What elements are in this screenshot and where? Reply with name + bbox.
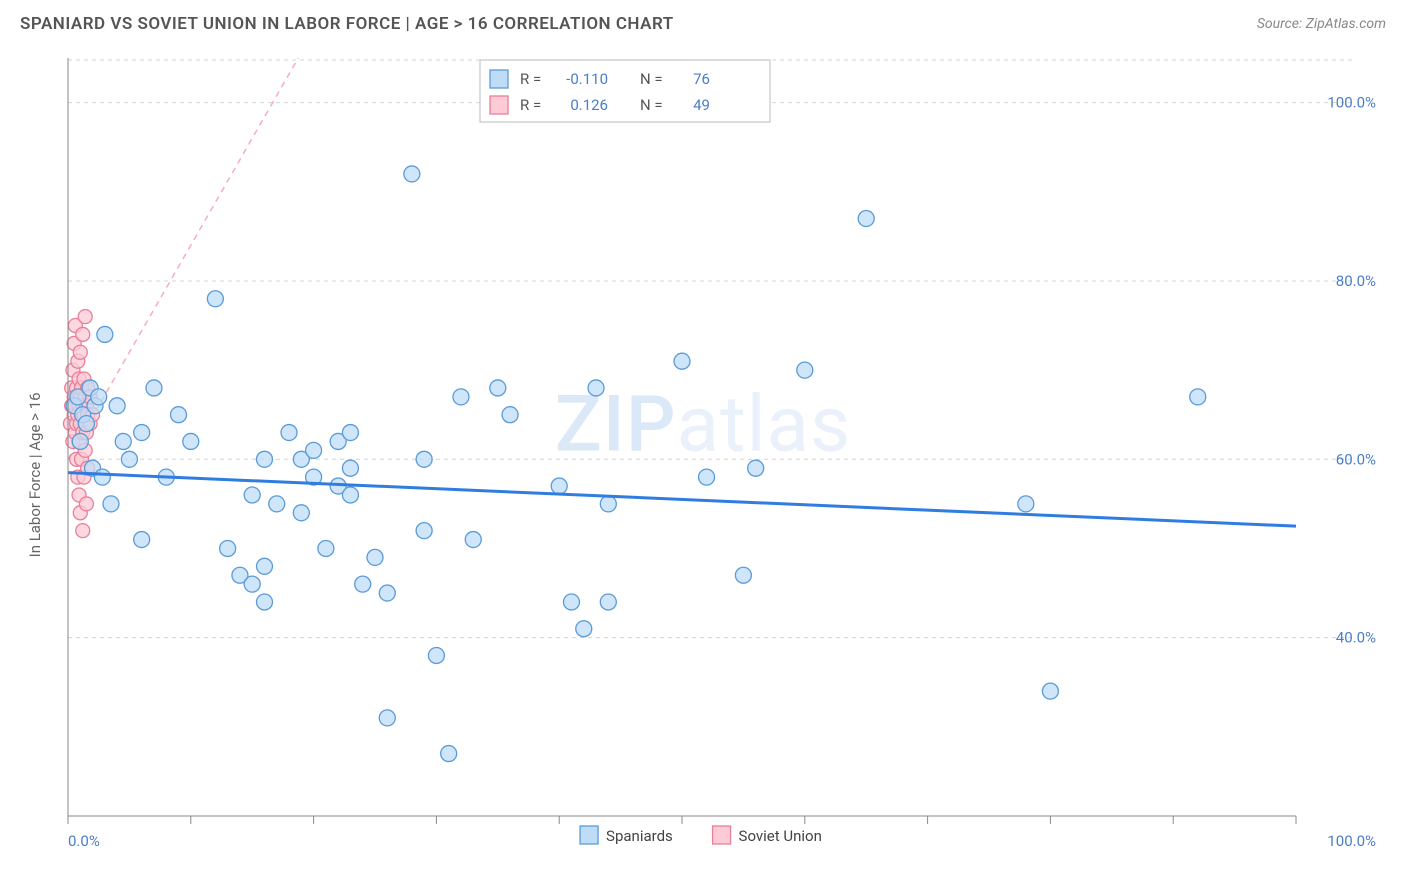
- point-spaniard: [134, 532, 150, 548]
- legend-swatch: [490, 96, 508, 114]
- point-spaniard: [78, 416, 94, 432]
- point-soviet: [76, 524, 90, 538]
- point-spaniard: [146, 380, 162, 396]
- point-spaniard: [121, 451, 137, 467]
- point-spaniard: [576, 621, 592, 637]
- point-spaniard: [220, 540, 236, 556]
- point-spaniard: [72, 433, 88, 449]
- point-spaniard: [171, 407, 187, 423]
- point-spaniard: [342, 487, 358, 503]
- series-label: Spaniards: [606, 827, 673, 845]
- legend-r-value: -0.110: [566, 70, 608, 88]
- point-spaniard: [379, 585, 395, 601]
- point-spaniard: [91, 389, 107, 405]
- y-tick-label: 80.0%: [1336, 272, 1376, 290]
- point-spaniard: [281, 425, 297, 441]
- point-spaniard: [699, 469, 715, 485]
- point-spaniard: [367, 549, 383, 565]
- point-spaniard: [269, 496, 285, 512]
- legend-r-label: R =: [520, 96, 541, 114]
- point-spaniard: [674, 353, 690, 369]
- legend-swatch: [490, 70, 508, 88]
- point-spaniard: [797, 362, 813, 378]
- point-spaniard: [404, 166, 420, 182]
- point-spaniard: [318, 540, 334, 556]
- point-spaniard: [502, 407, 518, 423]
- point-spaniard: [256, 594, 272, 610]
- x-tick-label: 100.0%: [1327, 832, 1376, 850]
- legend-n-label: N =: [640, 96, 663, 114]
- chart-title: SPANIARD VS SOVIET UNION IN LABOR FORCE …: [20, 14, 674, 34]
- scatter-plot-svg: ZIPatlas40.0%60.0%80.0%100.0%0.0%100.0%I…: [20, 48, 1386, 872]
- point-spaniard: [858, 211, 874, 227]
- point-soviet: [73, 345, 87, 359]
- point-spaniard: [441, 746, 457, 762]
- point-spaniard: [207, 291, 223, 307]
- point-spaniard: [109, 398, 125, 414]
- legend-n-label: N =: [640, 70, 663, 88]
- point-spaniard: [342, 425, 358, 441]
- point-soviet: [79, 497, 93, 511]
- series-swatch: [713, 826, 731, 844]
- point-spaniard: [355, 576, 371, 592]
- point-spaniard: [453, 389, 469, 405]
- chart-header: SPANIARD VS SOVIET UNION IN LABOR FORCE …: [0, 0, 1406, 44]
- point-spaniard: [183, 433, 199, 449]
- point-spaniard: [428, 647, 444, 663]
- chart-source: Source: ZipAtlas.com: [1257, 16, 1386, 32]
- point-spaniard: [1042, 683, 1058, 699]
- x-tick-label: 0.0%: [68, 832, 100, 850]
- point-spaniard: [490, 380, 506, 396]
- y-tick-label: 40.0%: [1336, 629, 1376, 647]
- legend-n-value: 49: [693, 96, 710, 114]
- point-spaniard: [134, 425, 150, 441]
- point-spaniard: [735, 567, 751, 583]
- point-spaniard: [97, 326, 113, 342]
- point-spaniard: [115, 433, 131, 449]
- y-tick-label: 60.0%: [1336, 450, 1376, 468]
- series-label: Soviet Union: [739, 827, 822, 845]
- point-spaniard: [416, 451, 432, 467]
- point-spaniard: [94, 469, 110, 485]
- point-spaniard: [306, 442, 322, 458]
- point-spaniard: [600, 594, 616, 610]
- legend-r-value: 0.126: [570, 96, 608, 114]
- chart-container: ZIPatlas40.0%60.0%80.0%100.0%0.0%100.0%I…: [20, 48, 1386, 872]
- point-spaniard: [293, 505, 309, 521]
- point-spaniard: [465, 532, 481, 548]
- y-tick-label: 100.0%: [1327, 94, 1376, 112]
- point-spaniard: [244, 576, 260, 592]
- point-spaniard: [256, 451, 272, 467]
- point-spaniard: [342, 460, 358, 476]
- point-spaniard: [416, 523, 432, 539]
- point-spaniard: [588, 380, 604, 396]
- y-axis-title: In Labor Force | Age > 16: [26, 392, 44, 557]
- point-soviet: [78, 310, 92, 324]
- point-spaniard: [1018, 496, 1034, 512]
- point-spaniard: [244, 487, 260, 503]
- point-spaniard: [379, 710, 395, 726]
- point-spaniard: [551, 478, 567, 494]
- legend-n-value: 76: [693, 70, 710, 88]
- point-spaniard: [600, 496, 616, 512]
- point-spaniard: [748, 460, 764, 476]
- point-soviet: [76, 327, 90, 341]
- point-spaniard: [256, 558, 272, 574]
- series-swatch: [580, 826, 598, 844]
- point-spaniard: [563, 594, 579, 610]
- point-spaniard: [103, 496, 119, 512]
- point-spaniard: [1190, 389, 1206, 405]
- legend-r-label: R =: [520, 70, 541, 88]
